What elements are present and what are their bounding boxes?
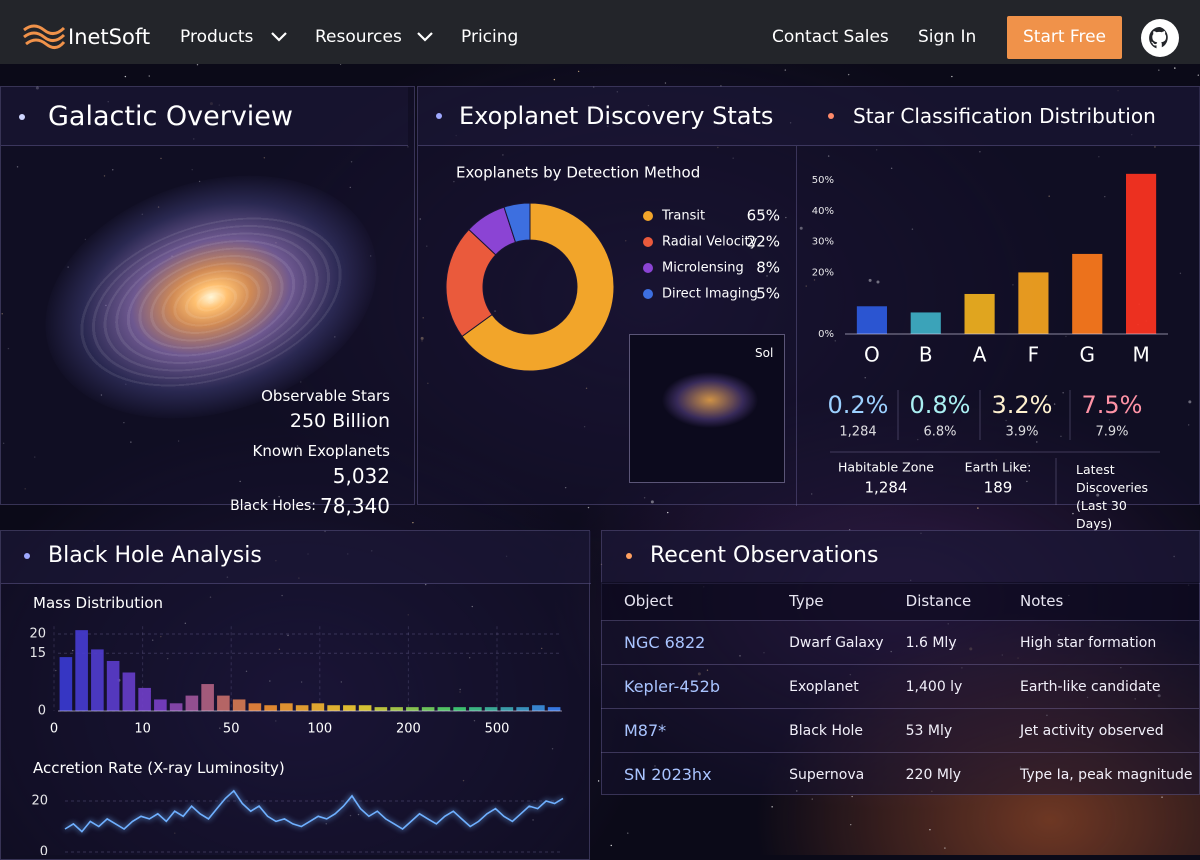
- column-header: Type: [789, 582, 906, 621]
- panel-header: [602, 531, 1200, 584]
- nav-link[interactable]: Pricing: [461, 27, 519, 47]
- object-cell: NGC 6822: [601, 620, 790, 665]
- star: [610, 844, 612, 847]
- star: [667, 511, 669, 514]
- observations-table: Object Type Distance Notes NGC 6822 Dwarf Gal…: [601, 582, 1199, 796]
- bullet: [19, 114, 25, 120]
- contact-link[interactable]: Contact Sales: [772, 27, 889, 47]
- solar-inset: [629, 334, 785, 483]
- star: [929, 828, 931, 831]
- table-header-row: Object Type Distance Notes: [601, 582, 1199, 621]
- star: [597, 780, 600, 782]
- column-header: Distance: [905, 582, 1020, 621]
- star: [196, 64, 199, 66]
- bullet: [436, 113, 442, 119]
- table-row: SN 2023hx Supernova 220 Mly Type Ia, peak m…: [601, 752, 1199, 796]
- bullet: [828, 113, 834, 119]
- navbar: InetSoft Products Resources Pricing Cont…: [0, 0, 1200, 64]
- panel-header: [1, 531, 591, 584]
- logo-icon: [23, 24, 66, 49]
- github-icon[interactable]: [1140, 18, 1180, 58]
- panel-header: [1, 87, 408, 146]
- object-cell: M87*: [601, 708, 790, 753]
- star: [771, 806, 773, 808]
- table-cell: Dwarf Galaxy: [789, 620, 906, 665]
- star: [784, 69, 787, 71]
- table-cell: Earth-like candidate: [1019, 664, 1199, 709]
- table-row: NGC 6822 Dwarf Galaxy 1.6 Mly High star for…: [601, 620, 1199, 665]
- chevron: [271, 32, 287, 42]
- sign-in-link[interactable]: Sign In: [918, 27, 977, 47]
- start-free-button[interactable]: Start Free: [1007, 16, 1122, 59]
- table-cell: 53 Mly: [905, 708, 1020, 753]
- black-hole-panel: [0, 530, 591, 860]
- table-body: NGC 6822 Dwarf Galaxy 1.6 Mly High star for…: [601, 620, 1199, 796]
- star: [664, 82, 667, 84]
- star: [577, 70, 580, 73]
- star: [1174, 67, 1176, 69]
- object-cell: SN 2023hx: [601, 752, 790, 796]
- star: [850, 823, 852, 826]
- brand[interactable]: InetSoft: [68, 25, 151, 49]
- table-cell: Type Ia, peak magnitude: [1019, 752, 1199, 796]
- object-cell: Kepler-452b: [601, 664, 790, 709]
- star: [553, 78, 556, 81]
- stat-value: 5,032: [332, 464, 390, 488]
- star: [977, 507, 979, 509]
- chevron: [417, 32, 433, 42]
- star: [124, 75, 127, 78]
- table-cell: High star formation: [1019, 620, 1199, 665]
- panel-title: Galactic Overview: [48, 101, 293, 132]
- bullet: [626, 553, 632, 559]
- star: [944, 847, 946, 849]
- galactic-panel: [0, 86, 415, 505]
- table-cell: Black Hole: [789, 708, 906, 753]
- stat-value: 250 Billion: [289, 410, 390, 432]
- summary-label: Latest Discoveries (Last 30 Days): [1076, 462, 1149, 531]
- star: [587, 506, 590, 509]
- panel-title: Exoplanet Discovery Stats: [459, 102, 774, 130]
- star: [148, 75, 150, 77]
- star: [1161, 796, 1163, 798]
- stat-label: Known Exoplanets: [252, 442, 390, 460]
- panel-title: Black Hole Analysis: [48, 543, 262, 568]
- stat-value: 78,340: [320, 494, 390, 518]
- star: [1072, 512, 1074, 515]
- table-cell: 220 Mly: [905, 752, 1020, 796]
- table-row: Kepler-452b Exoplanet 1,400 ly Earth-like c…: [601, 664, 1199, 709]
- bullet: [24, 553, 30, 559]
- table-cell: Exoplanet: [789, 664, 906, 709]
- chart-title: Accretion Rate (X-ray Luminosity): [33, 759, 285, 777]
- panel-header: [418, 87, 1200, 146]
- star: [851, 795, 853, 798]
- table-cell: 1.6 Mly: [905, 620, 1020, 665]
- table-cell: Jet activity observed: [1019, 708, 1199, 753]
- star: [412, 521, 414, 524]
- panel-title: Recent Observations: [650, 543, 879, 568]
- nav-link[interactable]: Products: [180, 27, 254, 47]
- star: [847, 73, 850, 76]
- table-row: M87* Black Hole 53 Mly Jet activity observe…: [601, 708, 1199, 753]
- star: [1158, 69, 1160, 71]
- panel-title: Star Classification Distribution: [853, 104, 1156, 128]
- table-cell: 1,400 ly: [905, 664, 1020, 709]
- stat-label: Black Holes:: [230, 498, 316, 514]
- discovery-panel: [417, 86, 1200, 506]
- star: [627, 832, 629, 834]
- star: [811, 798, 813, 800]
- divider: [796, 146, 797, 506]
- star: [1197, 74, 1199, 76]
- stat-label: Observable Stars: [261, 387, 390, 405]
- table-cell: Supernova: [789, 752, 906, 796]
- star: [951, 75, 953, 78]
- chart-title: Mass Distribution: [33, 594, 164, 612]
- inset-label: Sol: [755, 346, 774, 360]
- nav-link[interactable]: Resources: [315, 27, 402, 47]
- column-header: Notes: [1019, 582, 1199, 621]
- column-header: Object: [601, 582, 790, 621]
